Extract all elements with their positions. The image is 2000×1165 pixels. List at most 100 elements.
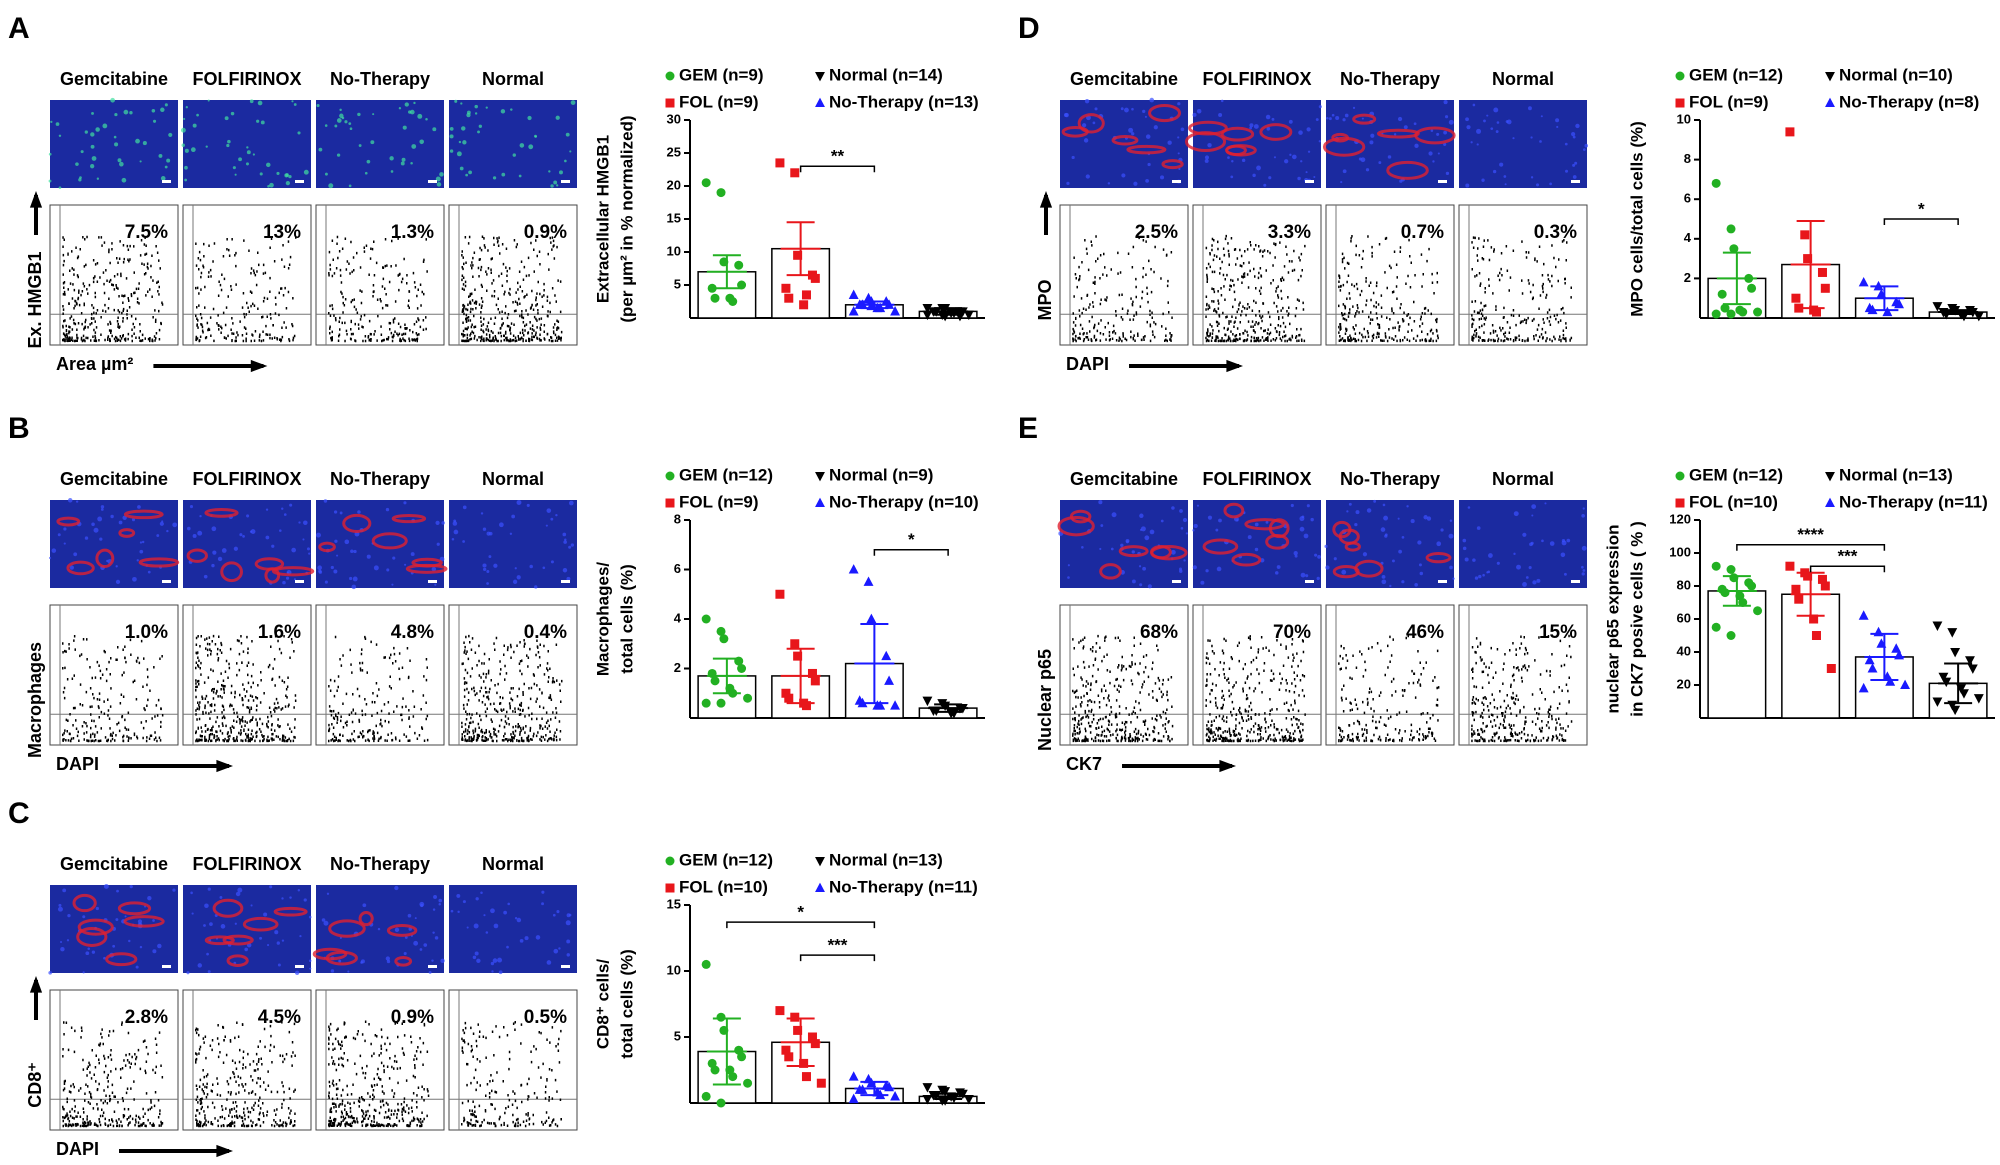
cell-signal	[404, 102, 409, 107]
cell-signal	[186, 971, 190, 975]
cell-signal	[432, 127, 437, 132]
cell-signal	[1443, 130, 1447, 135]
cell-signal	[95, 906, 99, 911]
cell-signal	[282, 580, 286, 585]
cell-signal	[1541, 539, 1544, 543]
cell-signal	[279, 529, 282, 532]
cell-signal	[137, 919, 143, 924]
stain	[1425, 552, 1452, 564]
cell-signal	[183, 117, 186, 121]
cell-signal	[348, 122, 352, 126]
cell-signal	[550, 517, 554, 521]
cell-signal	[256, 119, 260, 123]
image-label: Normal	[1492, 69, 1554, 89]
cell-signal	[48, 152, 52, 156]
cell-signal	[244, 947, 249, 952]
data-point	[710, 676, 720, 686]
cell-signal	[323, 920, 329, 926]
cell-signal	[1355, 510, 1360, 515]
y-axis-label: CD8⁺ cells/	[593, 959, 612, 1050]
cell-signal	[1575, 123, 1580, 129]
data-point	[1932, 302, 1943, 312]
data-point	[810, 676, 820, 686]
stain	[1332, 564, 1360, 579]
image-label: No-Therapy	[1340, 469, 1440, 489]
cell-signal	[353, 549, 357, 554]
cell-signal	[79, 176, 82, 179]
cell-signal	[1220, 99, 1224, 103]
cell-signal	[1306, 127, 1311, 132]
cell-signal	[160, 176, 166, 181]
arrow-head	[1226, 359, 1244, 373]
stain	[1150, 544, 1188, 561]
stain	[1322, 136, 1366, 157]
cell-signal	[1247, 535, 1252, 540]
data-point	[799, 300, 809, 310]
cell-signal	[1328, 117, 1332, 121]
data-point	[1817, 574, 1827, 584]
cell-signal	[119, 161, 124, 167]
cell-signal	[402, 125, 407, 130]
data-point	[848, 1093, 859, 1104]
cell-signal	[490, 961, 495, 966]
cell-signal	[462, 140, 467, 145]
cell-signal	[142, 141, 147, 146]
cell-signal	[514, 916, 518, 920]
cell-signal	[338, 959, 342, 963]
cell-signal	[110, 97, 115, 103]
cell-signal	[1289, 153, 1292, 157]
cell-signal	[558, 947, 561, 950]
data-point	[1729, 244, 1739, 254]
cell-signal	[453, 529, 459, 535]
cell-signal	[344, 120, 348, 124]
cell-signal	[1294, 554, 1298, 558]
legend-marker	[1675, 71, 1685, 81]
cell-signal	[297, 131, 301, 135]
cell-signal	[564, 538, 567, 541]
significance-bracket	[1883, 218, 1959, 225]
cell-signal	[341, 116, 345, 120]
cell-signal	[392, 556, 396, 560]
scale-bar	[428, 580, 437, 583]
data-point	[1820, 581, 1830, 591]
cell-signal	[128, 939, 131, 943]
stain	[77, 918, 114, 936]
cell-signal	[1464, 557, 1469, 562]
cell-signal	[266, 943, 270, 947]
cell-signal	[364, 171, 368, 175]
cell-signal	[510, 108, 513, 111]
cell-signal	[1419, 571, 1424, 576]
cell-signal	[1540, 115, 1543, 118]
data-point	[784, 1052, 794, 1062]
legend-label: GEM (n=12)	[1689, 65, 1783, 84]
flow-y-label: CD8⁺	[25, 1062, 45, 1108]
significance-bracket	[1809, 565, 1886, 573]
cell-signal	[197, 530, 203, 536]
cell-signal	[85, 951, 90, 956]
cell-signal	[1528, 566, 1532, 570]
cell-signal	[1192, 112, 1197, 117]
cell-signal	[1131, 107, 1134, 111]
cell-signal	[184, 165, 188, 170]
error-bar	[1790, 219, 1831, 310]
scale-bar	[561, 180, 570, 183]
cell-signal	[1139, 513, 1144, 518]
cell-signal	[224, 116, 229, 121]
cell-signal	[1153, 125, 1158, 130]
data-point	[701, 698, 711, 708]
scale-bar	[1438, 180, 1447, 183]
gate-percentage: 1.3%	[391, 222, 434, 243]
flow-events	[1471, 236, 1573, 343]
legend-marker	[1675, 471, 1685, 481]
cell-signal	[232, 166, 236, 170]
data-point	[728, 297, 738, 306]
cell-signal	[480, 891, 483, 894]
data-point	[701, 178, 711, 188]
error-bar	[1864, 632, 1905, 682]
arrow-head	[216, 1144, 234, 1158]
cell-signal	[545, 524, 548, 527]
stain	[1231, 552, 1262, 567]
cell-signal	[385, 507, 390, 512]
data-point	[1938, 672, 1949, 683]
image-label: FOLFIRINOX	[193, 469, 302, 489]
